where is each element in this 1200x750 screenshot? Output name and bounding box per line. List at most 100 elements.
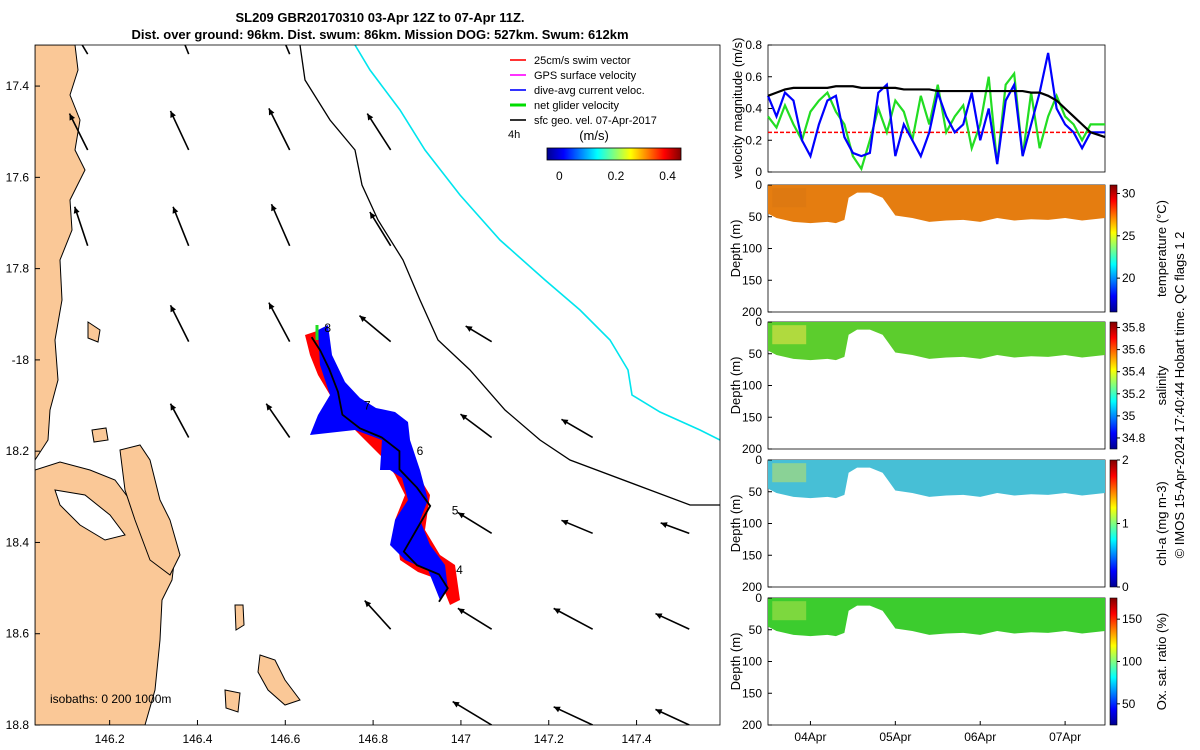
current-vector-head [364,600,372,608]
section-colorbar [1109,459,1118,588]
colorbar-tick-label: 0 [556,169,563,183]
current-vector [68,113,89,151]
current-vector [561,519,593,535]
section-ytick-label: 50 [749,210,763,224]
current-vector-head [359,315,367,323]
current-vector-head [367,113,374,121]
current-vector-shaft [452,700,493,725]
speed-colorbar [546,147,682,161]
section-data-area [768,460,1105,499]
colorbar-label: Ox. sat. ratio (%) [1154,613,1169,711]
glider-envelope-blue [310,325,448,600]
current-vector-head [465,326,473,332]
velocity-ytick-label: 0.6 [745,70,762,84]
current-vector [265,403,291,438]
colorbar-tick-label: 20 [1122,271,1136,285]
colorbar-tick-label: 35.6 [1122,343,1146,357]
section-surface-patch [772,463,807,483]
isobaths-label: isobaths: 0 200 1000m [50,692,171,706]
current-vector-shaft [459,413,493,439]
colorbar-tick-label: 25 [1122,229,1136,243]
map-legend: 25cm/s swim vector GPS surface velocity di… [508,55,682,183]
current-vector-head [561,419,569,426]
current-vector-head [369,212,376,219]
legend-label: GPS surface velocity [534,70,637,82]
current-vector-head [172,206,179,214]
velocity-series-line [766,52,1105,165]
current-vector-head [271,204,277,212]
legend-label: 25cm/s swim vector [534,55,631,67]
colorbar-tick-label: 30 [1122,186,1136,200]
map-frame [34,44,721,726]
colorbar-tick-label: 0.2 [608,169,625,183]
section-ytick-label: 0 [755,315,762,329]
colorbar-label: temperature (°C) [1154,200,1169,297]
current-vector-shaft [553,706,593,725]
colorbar-tick-label: 34.8 [1122,431,1146,445]
map-ytick-label: 17.4 [6,79,30,93]
velocity-ytick-label: 0 [755,165,762,179]
current-vector-head [266,403,273,411]
current-vector-head [553,608,561,615]
section-ytick-label: 0 [755,453,762,467]
current-vector [73,206,89,247]
legend-label: dive-avg current veloc. [534,85,645,97]
section-ytick-label: 50 [749,347,763,361]
section-data-area [768,598,1105,637]
current-vector-head [73,206,80,214]
velocity-frame [767,44,1106,173]
map-ytick-label: 18.6 [6,627,30,641]
current-vector-shaft [169,304,190,343]
island-palm-2 [257,654,301,706]
current-vector [169,304,190,343]
day-marker-label: 4 [456,563,463,577]
current-vector-head [457,608,465,615]
current-vector-shaft [81,45,89,55]
current-vector-head [660,522,668,528]
map-ytick-label: -18 [12,353,30,367]
velocity-ytick-label: 0.4 [745,102,762,116]
colorbar-label: salinity [1154,365,1169,405]
current-vector-head [561,519,569,526]
section-ytick-label: 100 [742,655,762,669]
section-ytick-label: 200 [742,305,762,319]
current-vector [452,700,493,725]
day-markers: 4 5 6 7 8 [324,321,463,577]
colorbar-tick-label: 35.8 [1122,321,1146,335]
mainland [35,45,86,461]
current-vector [369,211,392,247]
section-panel-temperature-section: 0 50 100 150 200 Depth (m) 20 25 30 temperature (… [728,178,1169,319]
map-xtick-label: 147 [451,732,471,746]
current-vector [364,600,392,630]
map-xtick-label: 146.6 [270,732,300,746]
current-vector-shaft [169,110,190,151]
title-line-2: Dist. over ground: 96km. Dist. swum: 86k… [131,27,629,42]
time-xtick-label: 05Apr [879,730,911,744]
current-vector [457,607,493,630]
current-vector-shaft [457,607,493,630]
current-vector-head [64,15,70,22]
current-vector [553,607,594,630]
section-colorbar [1109,321,1118,450]
current-vector-head [452,701,460,708]
isobath-200 [299,45,720,506]
current-vector [655,612,690,630]
legend-label: sfc geo. vel. 07-Apr-2017 [534,115,657,127]
current-vector-shaft [553,607,594,630]
time-xtick-label: 07Apr [1049,730,1081,744]
imos-footer: © IMOS 15-Apr-2024 17:40:44 Hobart time.… [1172,232,1187,559]
section-ytick-label: 150 [742,686,762,700]
time-xtick-label: 06Apr [964,730,996,744]
time-xtick-label: 04Apr [794,730,826,744]
current-vector [184,45,190,55]
colorbar-tick-label: 35 [1122,409,1136,423]
current-vector-head [460,414,468,421]
colorbar-label: chl-a (mg m-3) [1154,481,1169,566]
speed-colorbar-ticks: 0 0.2 0.4 [556,169,676,183]
island-small-2 [91,427,109,443]
colorbar-tick-label: 0.4 [659,169,676,183]
map-xtick-label: 146.4 [182,732,212,746]
current-vector-shaft [268,302,291,343]
map-xtick-label: 147.2 [534,732,564,746]
